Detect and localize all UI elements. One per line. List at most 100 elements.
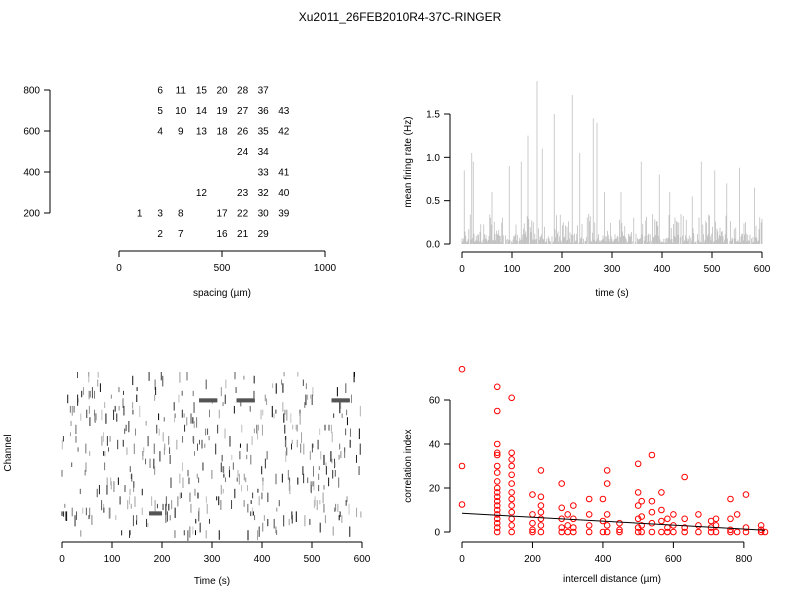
corr-point (493, 462, 501, 470)
electrode-label: 32 (258, 188, 270, 199)
electrode-label: 37 (258, 86, 270, 97)
x-tick-label: 600 (754, 264, 771, 275)
corr-point (681, 524, 688, 531)
corr-point (664, 515, 671, 523)
corr-point (634, 528, 642, 536)
electrode-label: 11 (176, 86, 187, 97)
corr-point (493, 524, 501, 531)
corr-point (648, 519, 656, 527)
x-tick-label: 300 (204, 554, 221, 565)
corr-point (648, 508, 656, 516)
electrode-label: 21 (237, 229, 249, 240)
corr-point (761, 528, 769, 536)
corr-point (648, 451, 656, 459)
corr-point (742, 524, 750, 531)
x-tick-label: 200 (554, 264, 571, 275)
y-tick-label: 200 (23, 209, 40, 220)
corr-point (638, 522, 645, 529)
electrode-label: 5 (157, 106, 163, 117)
electrode-label: 23 (237, 188, 249, 199)
corr-point (508, 495, 515, 503)
corr-point (742, 491, 750, 498)
corr-point (493, 511, 501, 518)
page-title: Xu2011_26FEB2010R4-37C-RINGER (298, 10, 502, 24)
corr-point (712, 515, 720, 523)
corr-point (537, 502, 545, 509)
y-tick-label: 40 (429, 440, 441, 451)
electrode-label: 15 (196, 86, 208, 97)
electrode-label: 22 (237, 209, 249, 220)
corr-point (564, 522, 571, 529)
corr-point (493, 407, 501, 415)
corr-point (558, 480, 566, 487)
corr-point (707, 528, 715, 536)
corr-point (634, 460, 642, 468)
x-axis-label: time (s) (595, 288, 628, 299)
x-tick-label: 400 (595, 554, 612, 565)
corr-point (603, 528, 611, 536)
corr-point (681, 528, 688, 536)
corr-point (634, 524, 642, 531)
y-tick-label: 1.0 (426, 153, 440, 164)
corr-point (634, 515, 642, 523)
electrode-label: 17 (216, 209, 228, 220)
x-tick-label: 0 (59, 554, 65, 565)
electrode-label: 42 (278, 127, 290, 138)
electrode-label: 24 (237, 147, 249, 158)
y-axis-label: correlation index (403, 429, 414, 502)
corr-point (508, 508, 515, 516)
corr-point (616, 526, 623, 534)
electrode-label: 9 (178, 127, 184, 138)
corr-point (570, 528, 577, 536)
y-tick-label: 1.5 (426, 110, 440, 121)
corr-point (458, 501, 466, 508)
corr-point (570, 515, 577, 523)
x-tick-label: 100 (504, 264, 521, 275)
electrode-label: 1 (137, 209, 143, 220)
x-tick-label: 800 (736, 554, 753, 565)
y-tick-label: 20 (429, 484, 441, 495)
x-tick-label: 0 (116, 263, 122, 274)
corr-point (537, 508, 545, 516)
x-axis-label: spacing (µm) (193, 288, 251, 299)
electrode-label: 41 (278, 168, 290, 179)
corr-point (634, 489, 642, 496)
corr-point (695, 522, 702, 529)
corr-point (558, 524, 566, 531)
x-tick-label: 300 (604, 264, 621, 275)
x-tick-label: 0 (459, 264, 465, 275)
electrode-label: 7 (178, 229, 184, 240)
electrode-label: 33 (258, 168, 270, 179)
corr-point (648, 528, 656, 536)
electrode-label: 27 (237, 106, 249, 117)
corr-point (570, 524, 577, 531)
electrode-label: 20 (216, 86, 228, 97)
electrode-label: 26 (237, 127, 249, 138)
corr-point (638, 528, 645, 536)
corr-point (493, 484, 501, 492)
y-tick-label: 0.5 (426, 196, 440, 207)
corr-point (616, 519, 623, 527)
y-tick-label: 600 (23, 127, 40, 138)
corr-point (537, 528, 545, 536)
x-tick-label: 600 (354, 554, 371, 565)
corr-point (599, 495, 607, 503)
corr-point (603, 467, 611, 474)
corr-point (616, 528, 623, 536)
corr-point (493, 469, 501, 476)
y-tick-label: 0.0 (426, 240, 440, 251)
corr-point (508, 456, 515, 463)
corr-point (529, 511, 536, 518)
corr-point (658, 517, 665, 525)
electrode-label: 39 (278, 209, 290, 220)
corr-point (493, 519, 501, 527)
corr-point (712, 528, 720, 536)
electrode-label: 18 (216, 127, 228, 138)
corr-point (733, 528, 741, 536)
corr-point (508, 394, 515, 402)
corr-point (712, 522, 720, 529)
x-tick-label: 0 (459, 554, 465, 565)
corr-point (570, 502, 577, 509)
corr-point (670, 511, 677, 518)
